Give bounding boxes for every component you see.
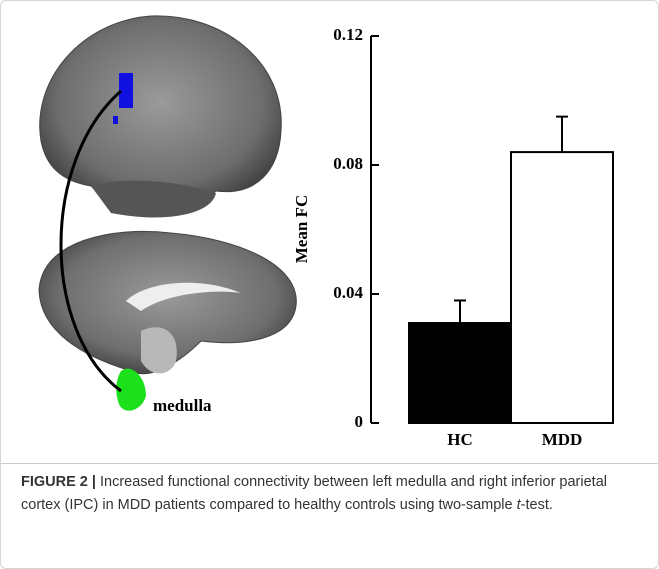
bar <box>408 322 512 424</box>
y-tick-label: 0 <box>355 412 364 431</box>
separator <box>1 463 658 464</box>
x-tick-label: HC <box>447 430 473 449</box>
caption-text: Increased functional connectivity betwee… <box>21 474 607 513</box>
brain-image <box>38 15 297 411</box>
caption-text: -test. <box>520 497 553 513</box>
y-tick-label: 0.04 <box>333 283 363 302</box>
bar <box>510 151 614 424</box>
image-label: medulla <box>153 396 212 415</box>
x-tick-label: MDD <box>542 430 583 449</box>
caption-italic: t <box>516 497 521 513</box>
caption: FIGURE 2 | Increased functional connecti… <box>21 471 641 517</box>
y-tick-label: 0.08 <box>333 154 363 173</box>
caption-label: FIGURE 2 | <box>21 474 96 490</box>
chart: medulla Mean FC 0 0.04 0.08 0.12 HC MDD <box>38 15 614 449</box>
y-axis-label: Mean FC <box>292 195 311 263</box>
y-tick-label: 0.12 <box>333 25 363 44</box>
